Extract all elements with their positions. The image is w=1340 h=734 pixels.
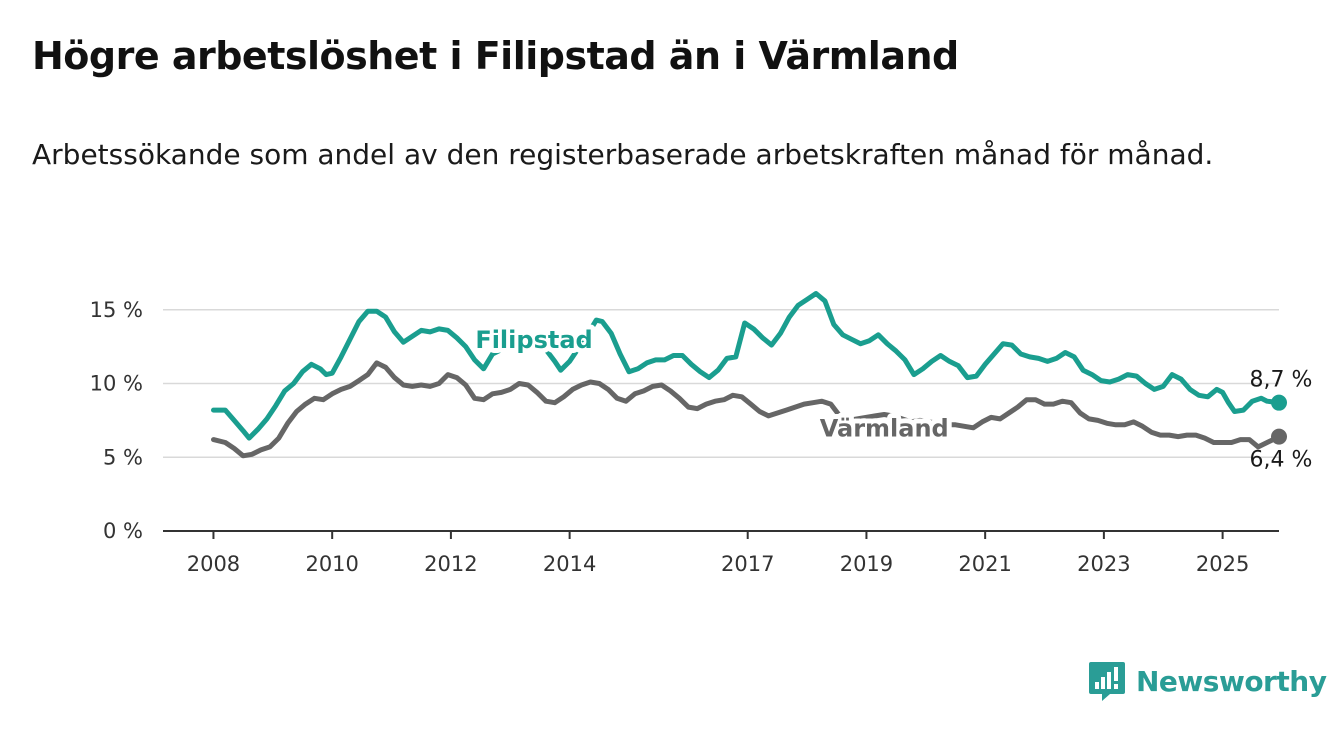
x-tick-label: 2012 xyxy=(424,552,477,576)
series-line-varmland xyxy=(211,360,1282,459)
y-tick-label: 0 % xyxy=(103,519,143,543)
series-endpoint-varmland xyxy=(1271,428,1287,445)
y-tick-label: 5 % xyxy=(103,445,143,469)
x-tick-label: 2017 xyxy=(721,552,774,576)
brand-name: Newsworthy xyxy=(1136,664,1327,698)
series-line-filipstad xyxy=(211,291,1282,441)
y-tick-label: 10 % xyxy=(90,372,143,396)
y-axis-ticks: 0 % 5 % 10 % 15 % xyxy=(90,298,143,543)
x-tick-label: 2019 xyxy=(840,552,893,576)
newsworthy-brand[interactable]: Newsworthy xyxy=(1088,660,1327,702)
x-tick-label: 2008 xyxy=(187,552,240,576)
newsworthy-logo-icon xyxy=(1089,662,1125,701)
series-label-halo: Filipstad xyxy=(475,326,592,354)
x-tick-label: 2025 xyxy=(1196,552,1249,576)
x-tick-label: 2023 xyxy=(1077,552,1130,576)
end-value-label-varmland: 6,4 % xyxy=(1250,448,1313,473)
x-tick-label: 2010 xyxy=(305,552,358,576)
series-endpoint-filipstad xyxy=(1271,394,1287,411)
chart-gridlines xyxy=(163,309,1279,532)
end-value-label-filipstad: 8,7 % xyxy=(1250,368,1313,393)
series-label-halo: Värmland xyxy=(820,415,949,443)
x-tick-label: 2021 xyxy=(958,552,1011,576)
page-title: Högre arbetslöshet i Filipstad än i Värm… xyxy=(32,34,959,78)
series-label-filipstad: Filipstad xyxy=(475,326,592,354)
chart-series xyxy=(211,291,1287,459)
y-tick-label: 15 % xyxy=(90,298,143,322)
chart-subtitle: Arbetssökande som andel av den registerb… xyxy=(32,138,1214,171)
series-label-varmland: Värmland xyxy=(820,415,949,443)
x-tick-label: 2014 xyxy=(543,552,596,576)
x-axis-ticks: 2008 2010 2012 2014 2017 2019 2021 2023 2025 xyxy=(187,531,1249,576)
